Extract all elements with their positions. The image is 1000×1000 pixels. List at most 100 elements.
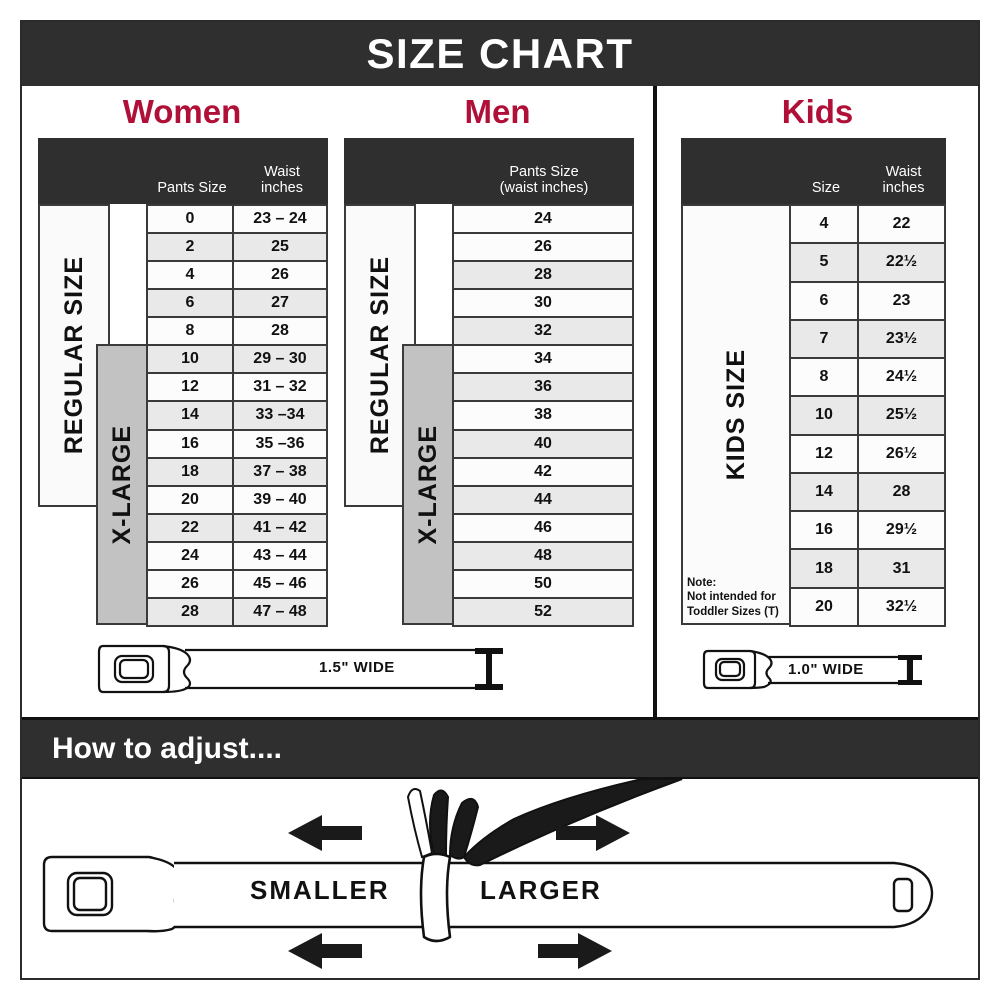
cell-size: 18 — [146, 456, 234, 487]
left-tables-row: Pants Size Waist inches REGULAR SIZE — [22, 138, 653, 627]
men-table-body: REGULAR SIZE X-LARGE 24 26 28 30 32 34 36 38 40 4… — [344, 204, 634, 627]
how-to-adjust-bar: How to adjust.... — [22, 717, 978, 777]
men-col-header-line2: (waist inches) — [499, 180, 589, 197]
cell-size: 4 — [789, 204, 859, 245]
cell-waist: 27 — [232, 288, 328, 319]
table-row: 5 22½ — [789, 242, 946, 283]
belt-large-svg — [97, 644, 503, 693]
kids-rows: 4 22 5 22½ 6 23 7 23½ 8 24½ 10 25½ 12 26½ 14 28 16 29½ 18 3… — [789, 204, 946, 627]
table-row: 0 23 – 24 — [146, 204, 328, 235]
women-men-column: Women Men Pants Size Waist inches — [22, 86, 657, 717]
cell-size: 44 — [452, 484, 634, 515]
table-row: 32 — [452, 316, 634, 347]
table-row: 20 32½ — [789, 586, 946, 627]
table-row: 24 43 – 44 — [146, 540, 328, 571]
section-heading-men: Men — [464, 93, 531, 130]
belt-width-large-label: 1.5" WIDE — [319, 658, 395, 676]
belt-width-small-label: 1.0" WIDE — [788, 660, 864, 678]
cell-size: 18 — [789, 548, 859, 589]
women-table-body: REGULAR SIZE X-LARGE 0 23 – 24 2 25 4 26 6 27 8 2… — [38, 204, 328, 627]
cell-size: 26 — [452, 232, 634, 263]
women-col-header-waist-line1: Waist — [264, 163, 300, 180]
men-label-gutter: REGULAR SIZE X-LARGE — [344, 204, 454, 625]
cell-size: 7 — [789, 318, 859, 360]
cell-size: 8 — [146, 316, 234, 347]
table-row: 34 — [452, 344, 634, 375]
adjust-slider-buckle — [419, 852, 452, 943]
cell-waist: 29 – 30 — [232, 344, 328, 375]
belt-small-svg — [702, 649, 922, 689]
section-heading-kids-row: Kids — [657, 86, 978, 138]
kids-col-header-waist: Waist inches — [861, 164, 946, 204]
cell-waist: 45 – 46 — [232, 568, 328, 599]
section-heading-kids: Kids — [781, 93, 854, 130]
kids-col-header-waist-line1: Waist — [885, 163, 922, 180]
cell-size: 4 — [146, 260, 234, 291]
table-row: 26 — [452, 232, 634, 263]
cell-size: 8 — [789, 357, 859, 398]
cell-size: 14 — [146, 400, 234, 431]
kids-note-line2: Not intended for — [687, 591, 776, 604]
cell-waist: 29½ — [857, 510, 946, 551]
table-row: 14 28 — [789, 471, 946, 513]
women-col-header-size: Pants Size — [157, 180, 227, 197]
cell-size: 0 — [146, 204, 234, 235]
cell-size: 48 — [452, 540, 634, 571]
men-band-regular-label: REGULAR SIZE — [365, 256, 394, 455]
cell-waist: 39 – 40 — [232, 484, 328, 515]
table-row: 20 39 – 40 — [146, 484, 328, 515]
women-size-table: Pants Size Waist inches REGULAR SIZE — [38, 138, 328, 627]
table-row: 18 37 – 38 — [146, 456, 328, 487]
cell-waist: 31 – 32 — [232, 372, 328, 403]
cell-waist: 32½ — [857, 586, 946, 627]
men-table-header: Pants Size (waist inches) — [344, 138, 634, 204]
belt-illustration-small: 1.0" WIDE — [702, 641, 942, 702]
cell-waist: 25½ — [857, 395, 946, 436]
table-row: 16 35 –36 — [146, 428, 328, 459]
table-row: 6 27 — [146, 288, 328, 319]
cell-waist: 23½ — [857, 318, 946, 360]
kids-band-label: KIDS SIZE — [721, 348, 750, 481]
cell-waist: 47 – 48 — [232, 596, 328, 627]
cell-waist: 33 –34 — [232, 400, 328, 431]
women-band-xlarge: X-LARGE — [96, 344, 148, 625]
cell-size: 46 — [452, 512, 634, 543]
men-size-table: Pants Size (waist inches) REGULAR SIZE X… — [344, 138, 634, 627]
kids-col-header-waist-line2: inches — [882, 180, 925, 197]
belt-width-large-row: 1.5" WIDE — [22, 625, 653, 717]
cell-size: 12 — [146, 372, 234, 403]
kids-col-header-size: Size — [811, 180, 841, 197]
table-row: 12 26½ — [789, 433, 946, 474]
hand-icon — [406, 779, 683, 867]
table-row: 16 29½ — [789, 510, 946, 551]
how-to-adjust-illustration: SMALLER LARGER — [22, 777, 978, 978]
arrow-right-bottom-icon — [538, 933, 612, 969]
cell-waist: 26 — [232, 260, 328, 291]
cell-size: 6 — [789, 280, 859, 321]
table-row: 38 — [452, 400, 634, 431]
cell-size: 16 — [789, 510, 859, 551]
cell-size: 52 — [452, 596, 634, 627]
belt-width-small-row: 1.0" WIDE — [657, 625, 978, 717]
cell-waist: 23 — [857, 280, 946, 321]
kids-table-header: Size Waist inches — [681, 138, 946, 204]
cell-waist: 43 – 44 — [232, 540, 328, 571]
cell-waist: 37 – 38 — [232, 456, 328, 487]
women-col-header-waist-line2: inches — [261, 180, 303, 197]
table-row: 4 26 — [146, 260, 328, 291]
table-row: 36 — [452, 372, 634, 403]
belt-large-dimension-marks — [475, 647, 503, 690]
table-row: 22 41 – 42 — [146, 512, 328, 543]
cell-waist: 28 — [232, 316, 328, 347]
cell-waist: 25 — [232, 232, 328, 263]
table-row: 30 — [452, 288, 634, 319]
chart-frame: SIZE CHART Women Men Pants Size — [20, 20, 980, 980]
table-row: 44 — [452, 484, 634, 515]
kids-band-kids-size: KIDS SIZE — [681, 204, 791, 625]
table-row: 12 31 – 32 — [146, 372, 328, 403]
kids-table-body: KIDS SIZE Note: Not intended for Toddler… — [681, 204, 946, 627]
belt-illustration-large: 1.5" WIDE — [97, 636, 517, 707]
table-row: 7 23½ — [789, 318, 946, 360]
cell-size: 2 — [146, 232, 234, 263]
